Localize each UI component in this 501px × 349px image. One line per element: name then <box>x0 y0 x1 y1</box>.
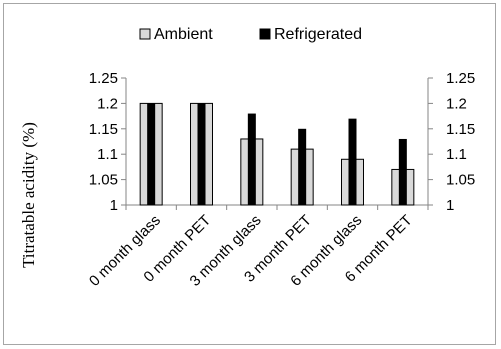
y-tick-label-left: 1.05 <box>89 172 118 189</box>
legend-swatch <box>139 28 151 40</box>
bar-refrigerated <box>398 138 407 205</box>
y-tick-label-right: 1.2 <box>446 95 467 112</box>
bar-refrigerated <box>147 103 156 205</box>
y-tick-label-left: 1.25 <box>89 70 118 87</box>
y-tick-label-left: 1.15 <box>89 121 118 138</box>
legend: Ambient Refrigerated <box>139 26 362 43</box>
y-tick-label-right: 1.25 <box>446 70 475 87</box>
y-axis-title: Titratable acidity (%) <box>19 122 38 268</box>
legend-label: Refrigerated <box>274 26 362 43</box>
y-tick-label-right: 1.05 <box>446 172 475 189</box>
legend-swatch <box>259 28 271 40</box>
bar-refrigerated <box>197 103 206 205</box>
bar-refrigerated <box>247 113 256 205</box>
y-tick-label-right: 1.15 <box>446 121 475 138</box>
bars <box>139 102 415 206</box>
axes <box>121 77 433 210</box>
y-tick-label-left: 1 <box>110 197 118 214</box>
y-tick-label-right: 1.1 <box>446 146 467 163</box>
y-tick-label-right: 1 <box>446 197 454 214</box>
legend-label: Ambient <box>154 26 213 43</box>
tick-labels: 1 1.05 1.1 1.15 1.2 1.25 1 1.05 1.1 1.15 1.2 1.25 <box>89 70 475 214</box>
y-tick-label-left: 1.2 <box>97 95 118 112</box>
bar-refrigerated <box>298 128 307 205</box>
y-tick-label-left: 1.1 <box>97 146 118 163</box>
bar-refrigerated <box>348 118 357 205</box>
